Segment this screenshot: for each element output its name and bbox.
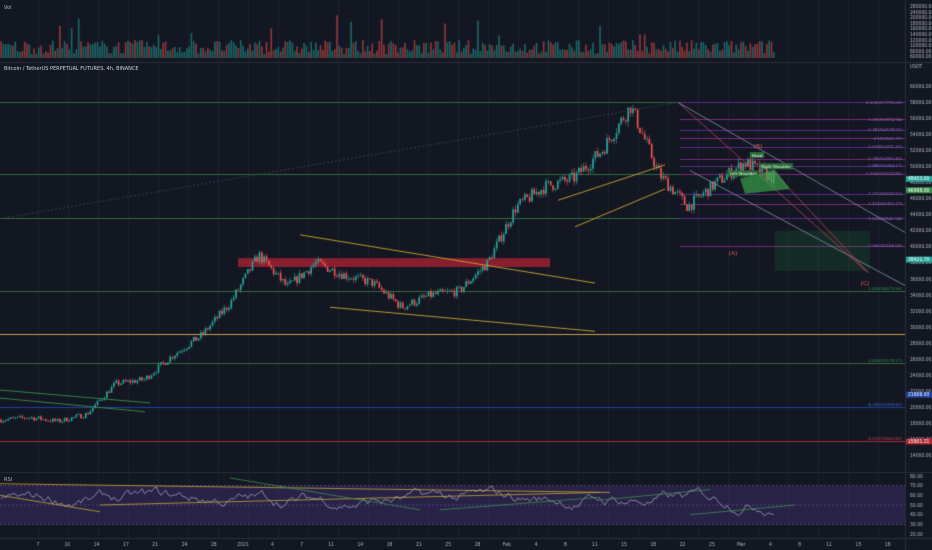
volume-pane-label: Vol xyxy=(4,5,12,11)
rsi-pane-label: RSI xyxy=(4,477,13,483)
symbol-title: Bitcoin / TetherUS PERPETUAL FUTURES, 4h… xyxy=(4,66,139,72)
